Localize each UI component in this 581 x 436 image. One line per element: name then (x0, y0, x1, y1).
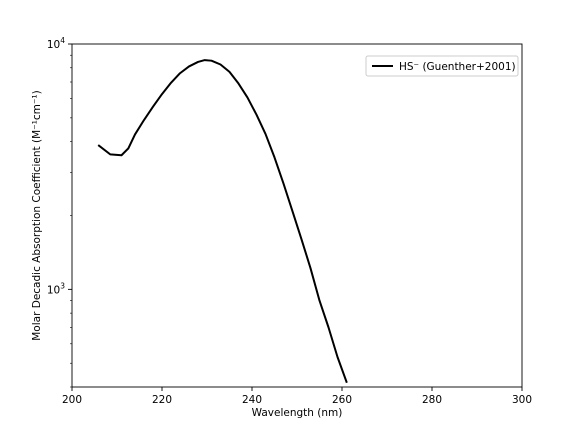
legend-box (365, 55, 519, 77)
x-tick-label: 200 (62, 394, 82, 406)
x-tick-label: 220 (152, 394, 172, 406)
y-tick-label: 104 (47, 36, 65, 51)
x-tick-label: 280 (422, 394, 442, 406)
x-tick-label: 240 (242, 394, 262, 406)
x-tick-label: 300 (512, 394, 532, 406)
x-tick-label: 260 (332, 394, 352, 406)
legend-label: HS⁻ (Guenther+2001) (399, 61, 516, 73)
axis-ticks: 200 220 240 260 280 300 103 104 (47, 36, 532, 406)
y-tick-label: 103 (47, 281, 65, 296)
legend: HS⁻ (Guenther+2001) (365, 55, 519, 77)
y-axis-label: Molar Decadic Absorption Coefficient (M⁻… (31, 90, 43, 341)
x-axis-label: Wavelength (nm) (252, 407, 343, 419)
series-line-0 (97, 59, 348, 384)
